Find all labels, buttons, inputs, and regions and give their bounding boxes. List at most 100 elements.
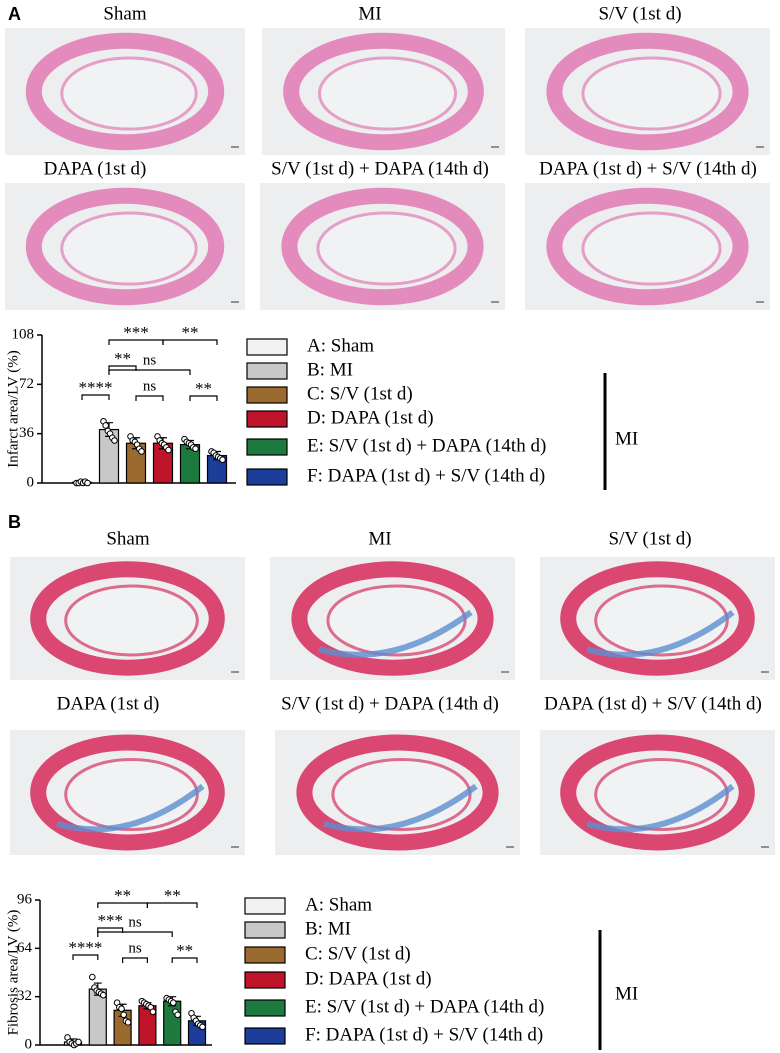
significance-label: ** (164, 886, 181, 905)
legend-swatch (244, 999, 286, 1017)
significance-label: ns (143, 378, 157, 394)
data-point (120, 1011, 127, 1019)
tissue-section (560, 734, 755, 851)
tissue-section (25, 187, 225, 306)
significance-label: **** (79, 378, 113, 397)
significance-bracket (135, 395, 164, 401)
significance-label: ** (182, 323, 199, 342)
image-caption: DAPA (1st d) + S/V (14th d) (539, 158, 757, 179)
tissue-section (25, 32, 225, 151)
tissue-section (581, 56, 722, 131)
data-point (170, 999, 177, 1007)
significance-label: **** (68, 938, 102, 957)
y-tick-label: 108 (12, 326, 35, 342)
image-caption: DAPA (1st d) (57, 693, 160, 714)
data-point (149, 1008, 157, 1016)
panel-label: A (8, 4, 21, 24)
legend-label: C: S/V (1st d) (307, 383, 413, 404)
fibrosis (586, 609, 735, 658)
tissue-section (281, 187, 484, 306)
y-axis-label: Infarct area/LV (%) (5, 350, 21, 467)
image-caption: S/V (1st d) (608, 528, 691, 549)
data-point (75, 1038, 82, 1046)
significance-bracket (81, 394, 110, 400)
significance-bracket (162, 339, 218, 345)
data-point (124, 1019, 132, 1026)
fibrosis (318, 609, 473, 658)
tissue-section (316, 211, 457, 286)
legend-swatch (246, 438, 288, 456)
tissue-section (594, 758, 729, 831)
significance-label: ns (143, 352, 157, 368)
legend-swatch (244, 971, 286, 989)
data-point (111, 437, 118, 444)
legend-label: B: MI (305, 918, 351, 939)
significance-bracket (108, 365, 137, 371)
y-tick-label: 0 (25, 1036, 33, 1052)
significance-bracket (122, 957, 148, 963)
tissue-section (64, 584, 199, 657)
significance-label: ** (114, 349, 131, 368)
image-caption: S/V (1st d) (598, 3, 681, 24)
data-point (165, 446, 172, 454)
significance-bracket (171, 957, 198, 963)
tissue-section (546, 187, 749, 306)
significance-label: ** (195, 379, 212, 398)
y-tick-label: 72 (19, 376, 34, 392)
data-point (118, 1005, 125, 1013)
tissue-section (30, 561, 225, 676)
legend-swatch (246, 386, 288, 404)
image-caption: Sham (106, 528, 150, 549)
data-point (89, 973, 96, 981)
data-point (84, 479, 91, 487)
image-caption: DAPA (1st d) + S/V (14th d) (544, 693, 762, 714)
y-tick-label: 96 (17, 891, 33, 907)
legend-swatch (244, 1027, 286, 1045)
data-point (102, 422, 109, 429)
y-axis-label: Fibrosis area/LV (%) (5, 910, 21, 1036)
legend-label: A: Sham (305, 894, 372, 915)
significance-bracket (72, 954, 99, 960)
fibrosis (586, 783, 735, 833)
y-tick-label: 36 (19, 425, 35, 441)
image-caption: DAPA (1st d) (44, 158, 147, 179)
significance-label: *** (123, 323, 149, 342)
tissue-section (283, 32, 484, 151)
legend-label: F: DAPA (1st d) + S/V (14th d) (307, 465, 545, 486)
data-point (199, 1023, 206, 1031)
y-tick-label: 32 (17, 988, 32, 1004)
significance-bracket (146, 902, 198, 908)
group-label: MI (615, 428, 638, 449)
tissue-section (581, 211, 722, 286)
significance-label: ** (176, 941, 193, 960)
significance-label: ns (128, 914, 142, 930)
legend-label: D: DAPA (1st d) (305, 968, 432, 989)
fibrosis (56, 783, 205, 833)
data-point (100, 991, 107, 999)
legend-swatch (244, 921, 286, 939)
significance-bracket (97, 927, 124, 933)
tissue-section (317, 56, 458, 131)
image-caption: Sham (103, 3, 147, 24)
y-tick-label: 0 (27, 474, 35, 490)
significance-label: ** (114, 886, 131, 905)
data-point (219, 456, 226, 464)
data-point (138, 448, 145, 455)
legend-label: D: DAPA (1st d) (307, 407, 434, 428)
legend-label: B: MI (307, 359, 353, 380)
tissue-section (60, 211, 198, 286)
legend-label: A: Sham (307, 335, 374, 356)
tissue-section (291, 561, 494, 676)
tissue-section (594, 584, 729, 657)
data-point (174, 1011, 181, 1019)
legend-label: C: S/V (1st d) (305, 943, 411, 964)
legend-label: E: S/V (1st d) + DAPA (14th d) (307, 435, 546, 456)
legend-label: E: S/V (1st d) + DAPA (14th d) (305, 996, 544, 1017)
tissue-section (60, 56, 198, 131)
y-tick-label: 64 (17, 940, 33, 956)
legend-swatch (246, 362, 288, 380)
legend-swatch (246, 338, 288, 356)
data-point (192, 445, 199, 453)
tissue-section (30, 734, 225, 851)
